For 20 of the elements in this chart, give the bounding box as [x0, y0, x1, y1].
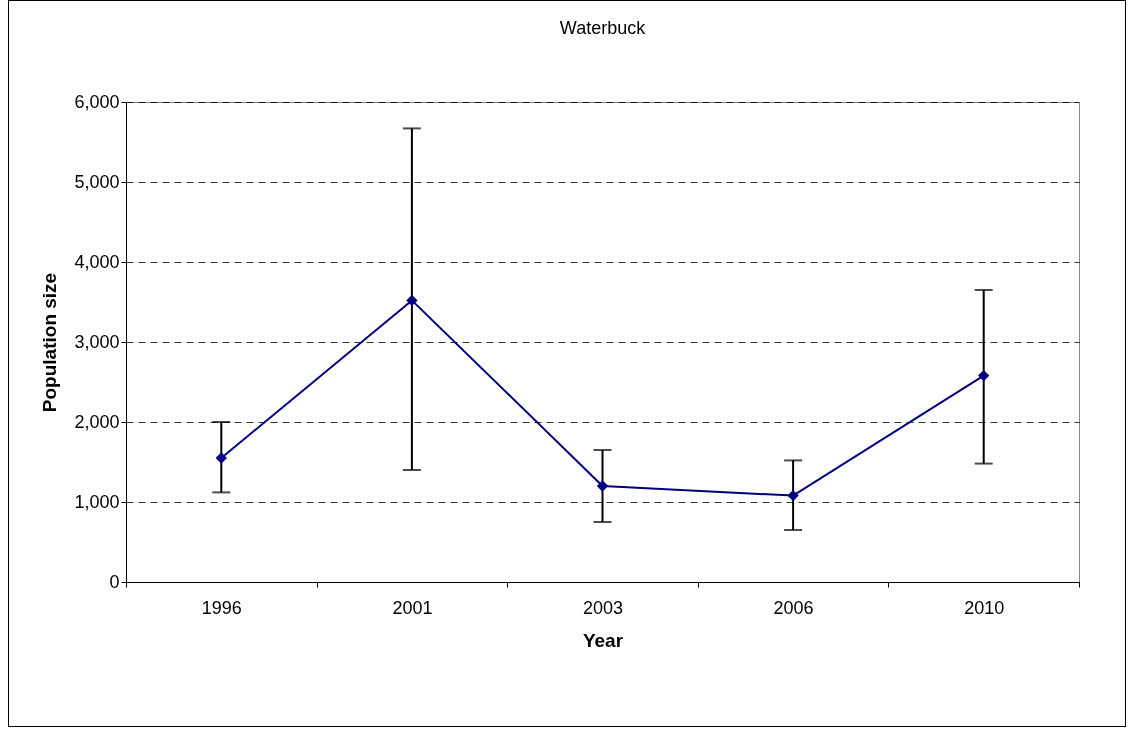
chart-title: Waterbuck	[559, 18, 647, 38]
y-tick-label: 3,000	[74, 331, 120, 352]
x-tick-label: 2006	[773, 597, 814, 618]
point	[787, 489, 799, 502]
x-tick-label: 1996	[201, 597, 242, 618]
point	[596, 480, 609, 492]
point	[215, 452, 227, 464]
point	[978, 369, 990, 382]
x-tick-label: 2001	[392, 597, 433, 618]
y-tick-label: 0	[109, 571, 120, 592]
y-tick-label: 2,000	[74, 411, 120, 432]
y-axis-title: Population size	[39, 272, 61, 413]
x-tick-label: 2003	[582, 597, 624, 618]
x-axis-title: Year	[582, 629, 624, 651]
x-tick-label: 2010	[964, 597, 1005, 618]
point	[406, 294, 418, 307]
y-tick-label: 5,000	[74, 171, 120, 192]
y-tick-label: 6,000	[74, 91, 120, 112]
y-tick-label: 1,000	[74, 491, 120, 512]
y-tick-label: 4,000	[74, 251, 120, 272]
